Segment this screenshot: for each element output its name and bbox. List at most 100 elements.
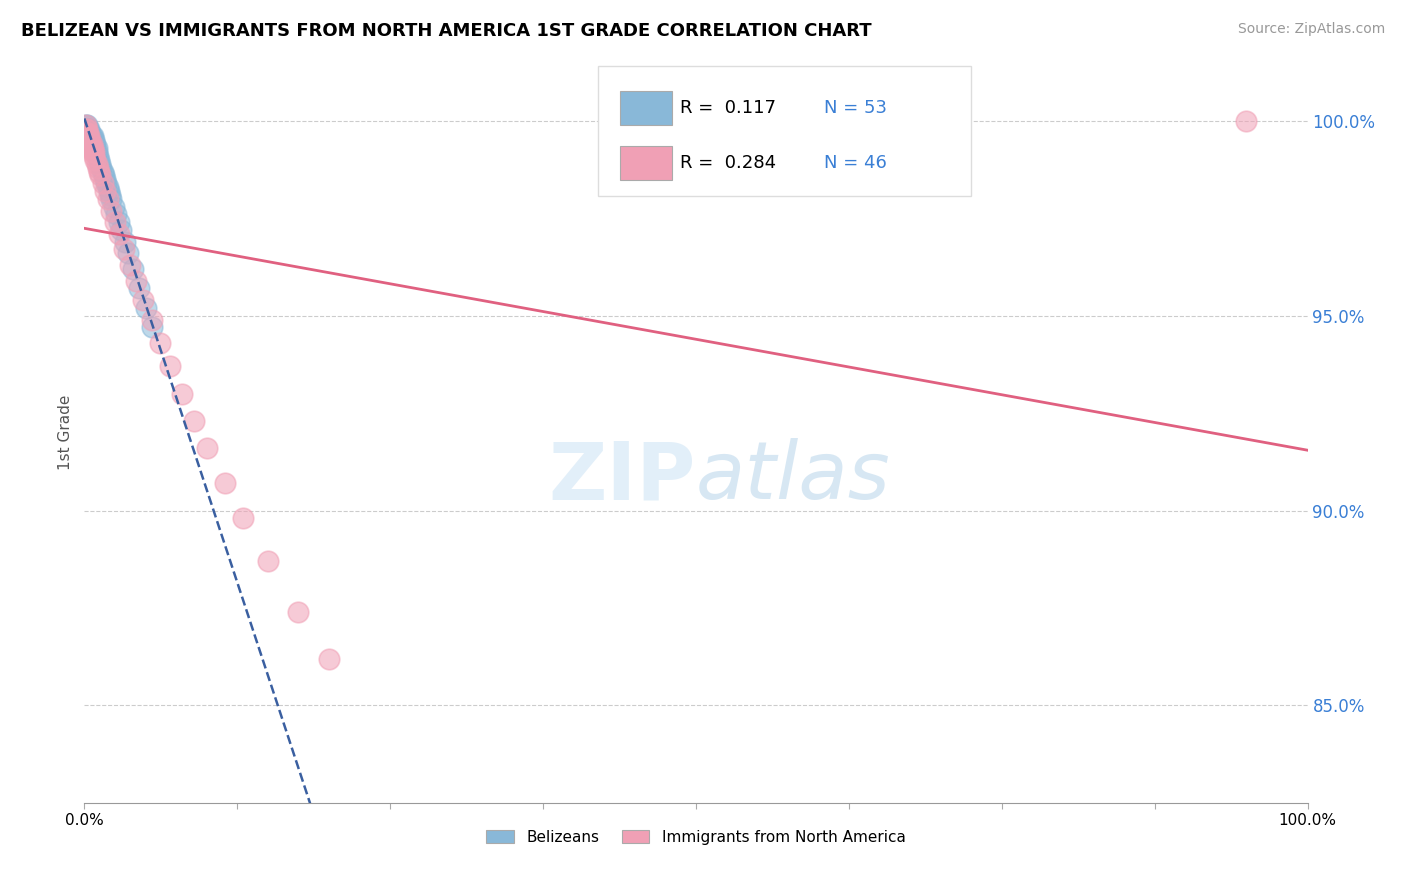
Point bbox=[172, 386, 194, 401]
Point bbox=[76, 121, 98, 136]
Point bbox=[159, 359, 181, 374]
Point bbox=[75, 126, 97, 140]
Point bbox=[76, 118, 98, 132]
Point bbox=[257, 554, 280, 568]
Point bbox=[107, 215, 129, 229]
Text: Source: ZipAtlas.com: Source: ZipAtlas.com bbox=[1237, 22, 1385, 37]
Point bbox=[94, 172, 117, 186]
Point bbox=[135, 301, 157, 315]
Point bbox=[83, 145, 105, 159]
Point bbox=[103, 200, 125, 214]
Text: R =  0.117: R = 0.117 bbox=[681, 99, 776, 117]
Point bbox=[87, 153, 110, 167]
Point bbox=[77, 129, 100, 144]
Legend: Belizeans, Immigrants from North America: Belizeans, Immigrants from North America bbox=[481, 823, 911, 851]
Text: atlas: atlas bbox=[696, 438, 891, 516]
Point bbox=[112, 243, 135, 257]
Point bbox=[141, 312, 163, 326]
Point bbox=[79, 126, 101, 140]
Point bbox=[77, 126, 100, 140]
Point bbox=[183, 414, 205, 428]
Point bbox=[82, 129, 104, 144]
Point bbox=[105, 207, 128, 221]
Point bbox=[100, 192, 122, 206]
Point bbox=[77, 133, 100, 147]
Text: BELIZEAN VS IMMIGRANTS FROM NORTH AMERICA 1ST GRADE CORRELATION CHART: BELIZEAN VS IMMIGRANTS FROM NORTH AMERIC… bbox=[21, 22, 872, 40]
Point bbox=[93, 169, 115, 183]
Point bbox=[87, 164, 110, 178]
Point bbox=[77, 121, 100, 136]
Text: N = 46: N = 46 bbox=[824, 154, 887, 172]
Point bbox=[89, 169, 111, 183]
Point bbox=[82, 133, 104, 147]
Point bbox=[287, 605, 309, 619]
Point bbox=[318, 651, 340, 665]
Point bbox=[98, 188, 121, 202]
Point bbox=[76, 129, 98, 144]
Point bbox=[77, 126, 100, 140]
Point bbox=[77, 133, 100, 147]
Point bbox=[90, 161, 112, 175]
Point bbox=[97, 180, 120, 194]
Point bbox=[86, 141, 108, 155]
Point bbox=[114, 235, 136, 249]
Y-axis label: 1st Grade: 1st Grade bbox=[58, 395, 73, 470]
Text: R =  0.284: R = 0.284 bbox=[681, 154, 776, 172]
Point bbox=[82, 141, 104, 155]
Point bbox=[89, 157, 111, 171]
Text: ZIP: ZIP bbox=[548, 438, 696, 516]
Point bbox=[128, 281, 150, 295]
Point bbox=[80, 141, 103, 155]
Point bbox=[75, 121, 97, 136]
FancyBboxPatch shape bbox=[620, 91, 672, 125]
Point bbox=[97, 184, 120, 198]
Point bbox=[79, 133, 101, 147]
Point bbox=[77, 121, 100, 136]
Point bbox=[77, 129, 100, 144]
Point bbox=[76, 129, 98, 144]
Point bbox=[77, 126, 100, 140]
Point bbox=[214, 476, 236, 491]
Point bbox=[82, 145, 104, 159]
Point bbox=[84, 141, 107, 155]
Point bbox=[232, 511, 254, 525]
Point bbox=[75, 118, 97, 132]
Point bbox=[80, 133, 103, 147]
FancyBboxPatch shape bbox=[598, 66, 972, 195]
Point bbox=[80, 137, 103, 152]
Point bbox=[80, 137, 103, 152]
Point bbox=[91, 164, 114, 178]
Point bbox=[118, 258, 141, 272]
Point bbox=[83, 133, 105, 147]
Point bbox=[149, 336, 172, 351]
Point bbox=[82, 137, 104, 152]
Point bbox=[76, 121, 98, 136]
Point bbox=[94, 184, 117, 198]
Point bbox=[104, 215, 127, 229]
Point bbox=[96, 176, 118, 190]
Point bbox=[84, 137, 107, 152]
Point bbox=[79, 137, 101, 152]
Text: N = 53: N = 53 bbox=[824, 99, 887, 117]
Point bbox=[107, 227, 129, 241]
Point bbox=[76, 126, 98, 140]
Point bbox=[86, 145, 108, 159]
Point bbox=[77, 137, 100, 152]
Point bbox=[97, 192, 120, 206]
Point bbox=[110, 223, 132, 237]
Point bbox=[117, 246, 139, 260]
Point bbox=[141, 320, 163, 334]
Point bbox=[132, 293, 155, 307]
Point bbox=[87, 149, 110, 163]
Point bbox=[77, 129, 100, 144]
Point bbox=[91, 176, 114, 190]
Point bbox=[75, 118, 97, 132]
Point bbox=[83, 141, 105, 155]
Point bbox=[79, 133, 101, 147]
Point bbox=[75, 121, 97, 136]
FancyBboxPatch shape bbox=[620, 146, 672, 180]
Point bbox=[80, 129, 103, 144]
Point bbox=[125, 274, 148, 288]
Point bbox=[83, 137, 105, 152]
Point bbox=[77, 129, 100, 144]
